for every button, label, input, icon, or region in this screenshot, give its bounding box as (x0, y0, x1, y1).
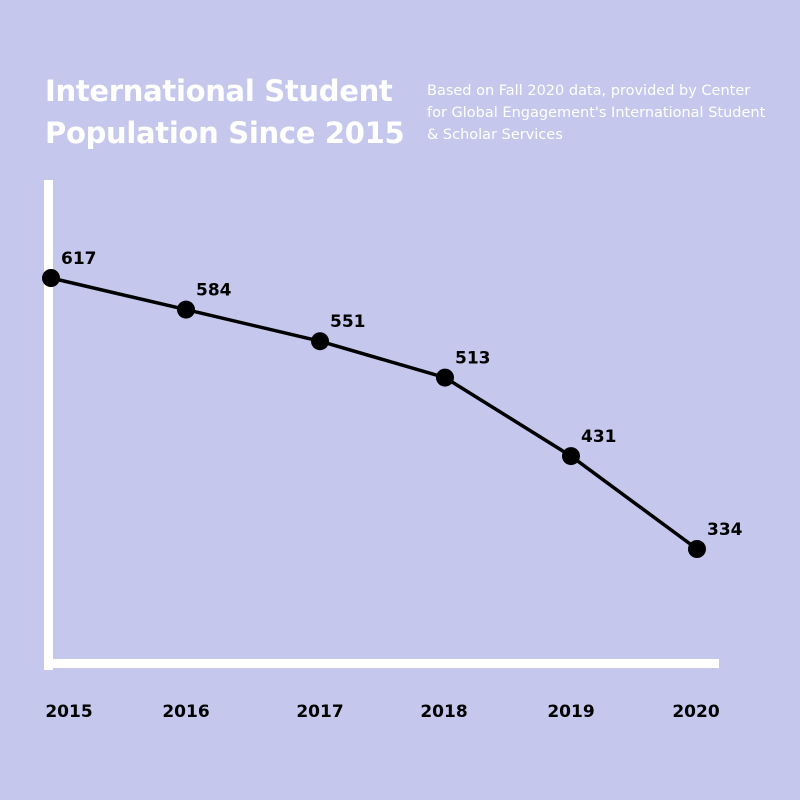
data-label: 431 (581, 427, 617, 447)
data-label: 584 (196, 281, 232, 301)
x-axis (44, 659, 719, 668)
data-label: 617 (61, 249, 97, 269)
data-point (311, 332, 329, 351)
x-tick-label: 2018 (420, 702, 467, 722)
data-label: 334 (707, 520, 743, 540)
x-tick-label: 2020 (672, 702, 719, 722)
x-tick-label: 2019 (547, 702, 594, 722)
data-point (177, 300, 195, 319)
x-tick-label: 2017 (296, 702, 343, 722)
data-point (436, 368, 454, 387)
x-tick-label: 2015 (45, 702, 92, 722)
data-point (42, 269, 60, 287)
data-point (688, 540, 706, 558)
data-point (562, 447, 580, 466)
series-line (50, 276, 699, 551)
chart-subtitle: Based on Fall 2020 data, provided by Cen… (427, 83, 766, 143)
data-label: 551 (330, 312, 366, 332)
y-axis (44, 180, 53, 670)
x-tick-label: 2016 (162, 702, 209, 722)
chart-title: International Student Population Since 2… (45, 74, 405, 150)
data-label: 513 (455, 349, 491, 369)
